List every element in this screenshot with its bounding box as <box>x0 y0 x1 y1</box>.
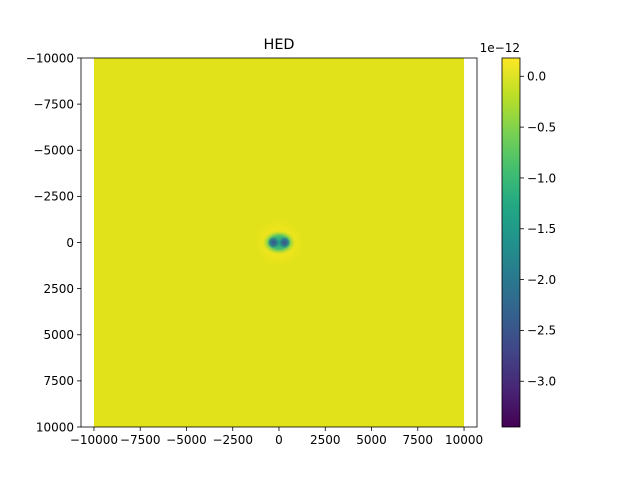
x-tick-label: 7500 <box>403 433 434 447</box>
colorbar-tick-label: −1.5 <box>527 222 556 236</box>
colorbar-tick-label: −2.5 <box>527 324 556 338</box>
dipole-lobe-right <box>278 236 291 249</box>
colorbar-tick-label: −2.0 <box>527 273 556 287</box>
y-tick-label: −10000 <box>26 51 74 65</box>
y-tick-label: −2500 <box>33 190 74 204</box>
x-tick-label: −5000 <box>166 433 207 447</box>
colorbar-tick-label: −3.0 <box>527 375 556 389</box>
y-axis: −10000 −7500 −5000 −2500 0 2500 5000 7500 10000 <box>26 51 81 434</box>
x-tick-label: −7500 <box>120 433 161 447</box>
colorbar-gradient <box>502 58 520 427</box>
x-tick-label: 10000 <box>445 433 483 447</box>
plot-area <box>93 58 465 427</box>
y-tick-label: −7500 <box>33 97 74 111</box>
x-tick-label: −10000 <box>70 433 118 447</box>
colorbar-ticks: 0.0 −0.5 −1.0 −1.5 −2.0 −2.5 −3.0 <box>520 70 556 389</box>
chart-title: HED <box>264 37 295 53</box>
y-tick-label: 10000 <box>36 420 74 434</box>
x-tick-label: 2500 <box>310 433 341 447</box>
colorbar-tick-label: 0.0 <box>527 70 546 84</box>
colorbar-frame <box>501 57 521 428</box>
colorbar-tick-label: −0.5 <box>527 120 556 134</box>
x-axis: −10000 −7500 −5000 −2500 0 2500 5000 7500 10000 <box>70 427 483 447</box>
colorbar-tick-label: −1.0 <box>527 171 556 185</box>
x-tick-label: 5000 <box>356 433 387 447</box>
y-tick-label: 0 <box>66 236 74 250</box>
colorbar-offset-label: 1e−12 <box>480 41 520 55</box>
dipole-lobe-left <box>267 236 280 249</box>
y-tick-label: 2500 <box>43 282 74 296</box>
colorbar: 1e−12 0.0 −0.5 −1.0 −1.5 −2.0 −2.5 −3.0 <box>480 41 556 428</box>
y-tick-label: 7500 <box>43 374 74 388</box>
x-tick-label: −2500 <box>212 433 253 447</box>
y-tick-label: −5000 <box>33 144 74 158</box>
y-tick-label: 5000 <box>43 328 74 342</box>
x-tick-label: 0 <box>275 433 283 447</box>
